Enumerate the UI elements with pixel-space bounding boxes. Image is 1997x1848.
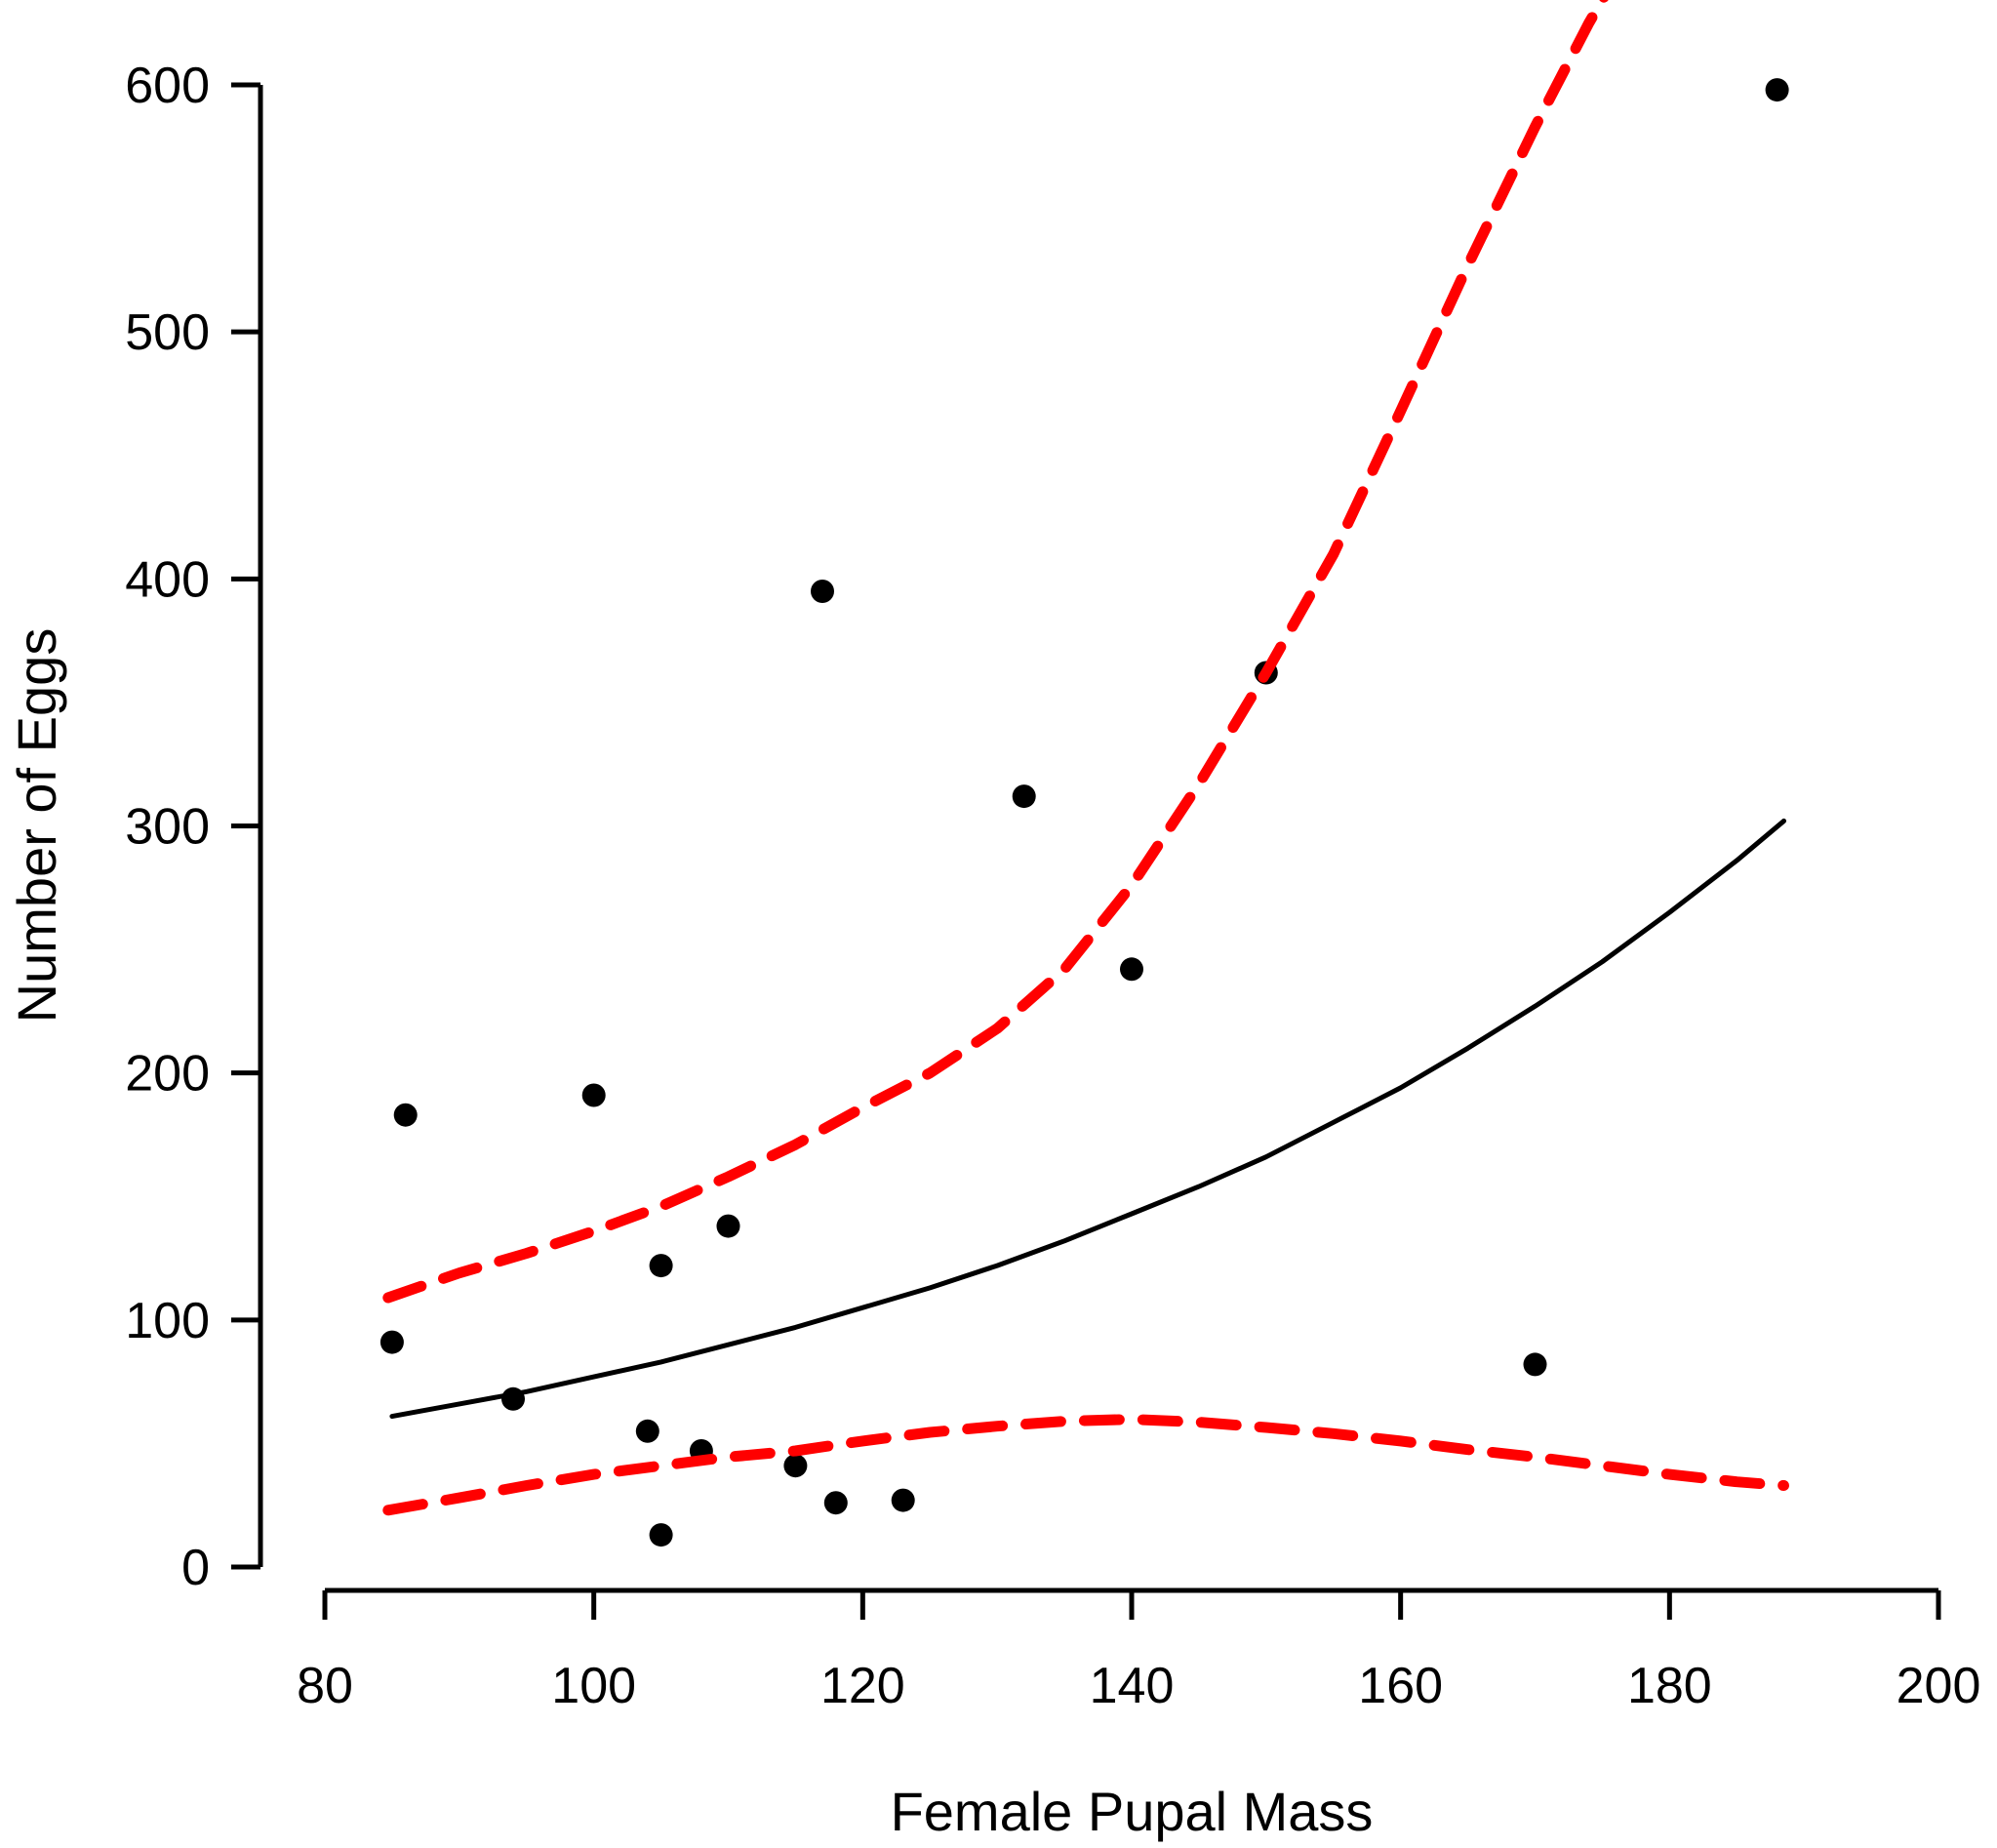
data-point	[393, 1103, 418, 1127]
y-tick-label: 500	[125, 304, 210, 361]
y-axis-title: Number of Eggs	[6, 628, 67, 1024]
y-tick-label: 0	[181, 1540, 210, 1596]
x-tick-label: 120	[820, 1658, 905, 1714]
x-tick-label: 160	[1358, 1658, 1443, 1714]
curves	[382, 0, 1789, 1516]
data-point	[1120, 957, 1143, 982]
data-point	[891, 1488, 915, 1512]
x-tick-label: 200	[1897, 1658, 1981, 1714]
y-tick-label: 300	[125, 799, 210, 856]
data-point	[811, 580, 834, 603]
data-point	[581, 1083, 606, 1107]
y-tick-label: 600	[125, 58, 210, 114]
y-tick-label: 200	[125, 1046, 210, 1103]
axes: 0 100 200 300 400 500 600 80 100 120 140 160 180 200	[125, 58, 1980, 1714]
x-tick-label: 100	[551, 1658, 636, 1714]
fitted-curve	[389, 818, 1786, 1420]
data-point	[716, 1214, 740, 1238]
data-point	[379, 1330, 404, 1354]
data-point	[1012, 784, 1036, 809]
x-axis-title: Female Pupal Mass	[891, 1781, 1374, 1842]
lower-confidence-band-curve	[382, 1414, 1789, 1516]
data-points	[379, 78, 1789, 1547]
upper-confidence-band-curve	[382, 0, 1609, 1304]
x-tick-label: 80	[297, 1658, 353, 1714]
data-point	[635, 1419, 659, 1443]
data-point	[823, 1491, 848, 1515]
data-point	[1523, 1352, 1547, 1377]
data-point	[649, 1254, 673, 1278]
y-tick-label: 400	[125, 551, 210, 608]
x-tick-label: 140	[1090, 1658, 1175, 1714]
x-tick-label: 180	[1627, 1658, 1712, 1714]
data-point	[1765, 78, 1789, 102]
y-tick-label: 100	[125, 1293, 210, 1349]
data-point	[783, 1454, 808, 1478]
data-point	[649, 1523, 673, 1547]
